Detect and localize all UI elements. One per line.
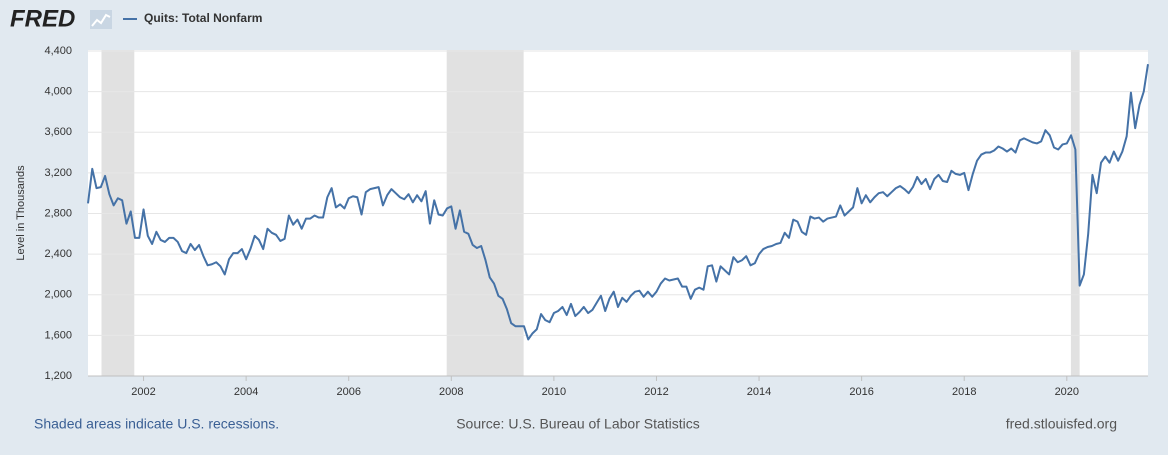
y-tick-label: 2,000 xyxy=(44,289,72,301)
grid-layer xyxy=(88,50,1148,381)
x-tick-label: 2008 xyxy=(439,386,463,398)
y-tick-label: 1,200 xyxy=(44,370,72,382)
y-tick-label: 1,600 xyxy=(44,329,72,341)
y-tick-label: 2,800 xyxy=(44,207,72,219)
x-tick-label: 2010 xyxy=(542,386,566,398)
x-tick-label: 2006 xyxy=(336,386,360,398)
x-tick-label: 2016 xyxy=(849,386,873,398)
y-tick-label: 3,600 xyxy=(44,126,72,138)
x-tick-label: 2018 xyxy=(952,386,976,398)
y-tick-label: 4,400 xyxy=(44,45,72,57)
y-tick-label: 3,200 xyxy=(44,167,72,179)
source-note: Source: U.S. Bureau of Labor Statistics xyxy=(456,416,700,432)
x-tick-label: 2002 xyxy=(131,386,155,398)
recession-note: Shaded areas indicate U.S. recessions. xyxy=(34,416,279,432)
line-layer xyxy=(87,64,1149,341)
legend-label: Quits: Total Nonfarm xyxy=(144,11,262,25)
x-tick-label: 2014 xyxy=(747,386,771,398)
x-tick-label: 2004 xyxy=(234,386,258,398)
x-tick-label: 2012 xyxy=(644,386,668,398)
y-tick-label: 2,400 xyxy=(44,248,72,260)
y-axis-title: Level in Thousands xyxy=(15,165,27,261)
y-tick-label: 4,000 xyxy=(44,86,72,98)
logo-icon xyxy=(90,10,112,29)
logo: FRED xyxy=(10,5,75,32)
x-tick-label: 2020 xyxy=(1055,386,1079,398)
site-link: fred.stlouisfed.org xyxy=(1006,416,1117,432)
data-line xyxy=(87,64,1149,341)
